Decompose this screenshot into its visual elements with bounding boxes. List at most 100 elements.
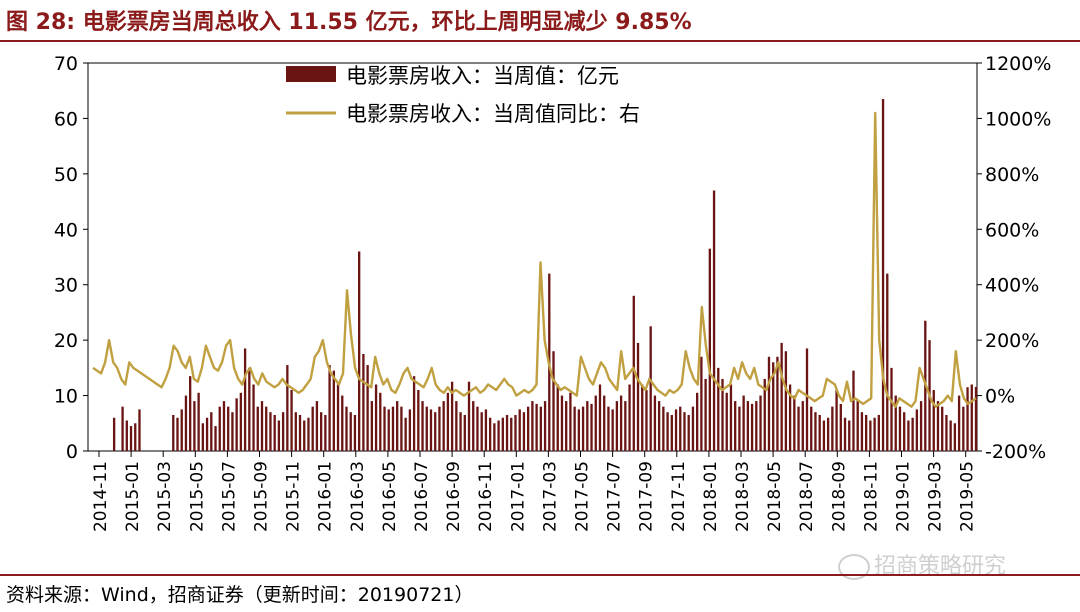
bar — [750, 403, 754, 451]
y-right-tick-label: 0% — [985, 386, 1015, 408]
bar — [556, 384, 559, 451]
bar — [662, 406, 665, 451]
bar — [210, 412, 213, 451]
x-tick-label: 2018-05 — [765, 461, 785, 532]
bar — [417, 390, 420, 451]
bar — [915, 409, 919, 451]
bar — [822, 420, 826, 451]
bar — [497, 420, 500, 451]
bar — [362, 354, 365, 451]
bar — [450, 381, 454, 451]
y-left-tick-label: 30 — [54, 275, 78, 297]
bar — [328, 365, 331, 451]
x-tick-label: 2015-01 — [123, 461, 143, 532]
bar — [121, 406, 124, 451]
bar — [176, 417, 179, 451]
bar — [932, 390, 935, 451]
bar — [336, 384, 340, 451]
y-left-tick-label: 20 — [54, 330, 78, 352]
bar — [319, 412, 323, 451]
bar — [425, 406, 428, 451]
x-tick-label: 2016-03 — [348, 461, 368, 532]
bar — [484, 409, 488, 451]
bar — [586, 401, 589, 451]
bar — [408, 409, 412, 451]
legend-bar-swatch — [286, 66, 336, 82]
bar — [691, 406, 695, 451]
legend-bar-label: 电影票房收入：当周值：亿元 — [346, 64, 619, 88]
bar — [734, 401, 737, 451]
bar — [172, 414, 175, 451]
x-tick-label: 2017-09 — [637, 461, 657, 532]
bar — [396, 401, 399, 451]
y-left-tick-label: 0 — [66, 441, 78, 463]
bar — [522, 412, 526, 451]
bar — [260, 401, 264, 451]
bar — [315, 401, 319, 451]
bar — [869, 420, 872, 451]
bar — [797, 406, 800, 451]
bar — [594, 395, 597, 451]
x-tick-label: 2018-11 — [861, 461, 881, 532]
bar — [218, 406, 221, 451]
bar — [193, 401, 196, 451]
bar — [949, 420, 952, 451]
bar — [657, 401, 661, 451]
bar — [421, 401, 424, 451]
bar — [907, 420, 910, 451]
bar — [890, 367, 893, 451]
bar — [852, 370, 855, 451]
bar — [341, 395, 344, 451]
x-tick-label: 2014-11 — [91, 461, 111, 532]
bar — [717, 367, 720, 451]
bar — [434, 412, 437, 451]
bar — [412, 376, 416, 451]
bar — [273, 414, 276, 451]
bar — [860, 412, 864, 451]
bar — [560, 395, 564, 451]
bar — [252, 384, 255, 451]
bar — [138, 409, 141, 451]
bar — [488, 417, 492, 451]
x-tick-label: 2015-09 — [252, 461, 272, 532]
bar — [476, 406, 479, 451]
bar — [666, 412, 669, 451]
bar — [636, 342, 640, 451]
bar — [919, 401, 923, 451]
bar — [472, 401, 475, 451]
bar — [721, 378, 724, 451]
bar — [712, 190, 716, 451]
bar — [281, 412, 285, 451]
bar — [256, 406, 259, 451]
bar — [366, 365, 369, 451]
bar — [197, 392, 200, 451]
bar — [189, 376, 192, 451]
y-right-tick-label: 400% — [985, 275, 1039, 297]
bar — [886, 273, 889, 451]
chart-area: 0 10 20 30 40 50 60 70 -200% 0% 200% 400% 600% 800% 10… — [54, 53, 1052, 532]
bar — [269, 412, 272, 451]
bar — [231, 412, 234, 451]
bar — [480, 412, 483, 451]
bar — [505, 414, 509, 451]
bar — [780, 342, 783, 451]
wechat-icon — [838, 554, 870, 580]
bar — [826, 417, 830, 451]
bar — [510, 417, 513, 451]
bar — [653, 395, 657, 451]
bar — [290, 390, 293, 451]
bar — [514, 414, 517, 451]
x-tick-label: 2016-01 — [316, 461, 336, 532]
bar — [442, 401, 445, 451]
bar — [353, 414, 357, 451]
bar — [125, 420, 128, 451]
bar — [303, 420, 306, 451]
bar — [641, 384, 644, 451]
bar — [945, 414, 948, 451]
bar — [345, 406, 348, 451]
bar — [391, 406, 395, 451]
y-right-tick-label: 1000% — [985, 108, 1051, 130]
bar — [294, 412, 297, 451]
bar — [746, 401, 750, 451]
bar — [683, 412, 686, 451]
